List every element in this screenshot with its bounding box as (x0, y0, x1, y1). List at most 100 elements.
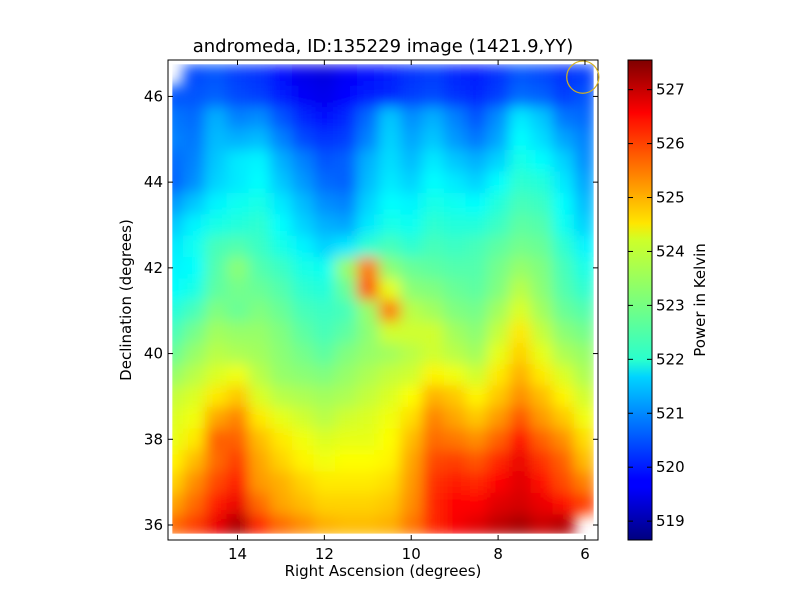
heatmap-cell (509, 64, 532, 87)
heatmap-cell (172, 342, 184, 365)
heatmap-cell (530, 514, 553, 534)
heatmap-cell (487, 257, 510, 280)
heatmap-cell (313, 385, 336, 408)
heatmap-cell (552, 107, 575, 130)
heatmap-cell (378, 85, 401, 108)
heatmap-cell (248, 64, 271, 87)
heatmap-cell (552, 235, 575, 258)
heatmap-cell (335, 514, 358, 534)
heatmap-cell (172, 492, 184, 515)
heatmap-cell (530, 278, 553, 301)
heatmap-cell (183, 235, 206, 258)
heatmap-cell (443, 128, 467, 151)
heatmap-cell (400, 492, 423, 515)
heatmap-cell (356, 385, 380, 408)
heatmap-cell (378, 364, 401, 387)
heatmap-cell (574, 471, 594, 494)
heatmap-cell (422, 407, 445, 430)
heatmap-cell (465, 428, 488, 451)
heatmap-cell (313, 85, 336, 108)
heatmap-cell (248, 214, 271, 237)
heatmap-cell (183, 342, 206, 365)
heatmap-cell (465, 385, 488, 408)
heatmap-cell (465, 214, 488, 237)
heatmap-cell (465, 278, 488, 301)
heatmap-cell (422, 300, 445, 322)
heatmap-cell (509, 107, 532, 130)
heatmap-cell (356, 300, 380, 322)
y-tick-label: 42 (144, 259, 163, 277)
heatmap-cell (183, 514, 206, 534)
heatmap-cell (248, 471, 271, 494)
heatmap-cell (465, 150, 488, 172)
heatmap-cell (313, 192, 336, 215)
heatmap-cell (335, 450, 358, 472)
heatmap-cell (204, 428, 228, 451)
heatmap-cell (335, 107, 358, 130)
heatmap-cell (204, 192, 228, 215)
heatmap-cell (270, 171, 293, 194)
heatmap-cell (226, 235, 249, 258)
heatmap-cell (335, 171, 358, 194)
heatmap-cell (313, 514, 336, 534)
heatmap-cell (335, 364, 358, 387)
heatmap-cell (509, 428, 532, 451)
heatmap-cell (400, 192, 423, 215)
x-tick-label: 10 (402, 545, 421, 563)
heatmap-cell (487, 150, 510, 172)
heatmap-cell (183, 450, 206, 472)
heatmap-cell (226, 278, 249, 301)
heatmap-cell (530, 64, 553, 87)
heatmap-cell (270, 278, 293, 301)
heatmap-cell (335, 278, 358, 301)
heatmap-cell (183, 107, 206, 130)
heatmap-cell (422, 278, 445, 301)
heatmap-cell (443, 235, 467, 258)
heatmap-cell (172, 171, 184, 194)
heatmap-cell (400, 471, 423, 494)
x-tick-label: 14 (228, 545, 247, 563)
heatmap-cell (400, 342, 423, 365)
heatmap-cell (270, 235, 293, 258)
heatmap-cell (291, 428, 315, 451)
heatmap-cell (204, 514, 228, 534)
heatmap-cell (378, 150, 401, 172)
heatmap-cell (226, 407, 249, 430)
heatmap-cell (291, 128, 315, 151)
heatmap-cell (465, 257, 488, 280)
heatmap-cell (291, 407, 315, 430)
chart-title: andromeda, ID:135229 image (1421.9,YY) (193, 36, 574, 57)
heatmap-cell (422, 428, 445, 451)
heatmap-cell (465, 300, 488, 322)
heatmap-cell (400, 300, 423, 322)
heatmap-cell (574, 364, 594, 387)
heatmap-cell (226, 385, 249, 408)
heatmap-cell (487, 364, 510, 387)
heatmap-cell (248, 257, 271, 280)
beam-marker (566, 60, 600, 94)
heatmap-cell (422, 107, 445, 130)
heatmap-cell (356, 342, 380, 365)
heatmap-cell (270, 321, 293, 344)
heatmap-cell (378, 235, 401, 258)
heatmap-cell (574, 214, 594, 237)
heatmap-cell (248, 492, 271, 515)
heatmap-cell (465, 235, 488, 258)
heatmap-cell (443, 150, 467, 172)
heatmap-cell (183, 128, 206, 151)
heatmap-cell (356, 64, 380, 87)
heatmap-cell (465, 364, 488, 387)
heatmap-cell (248, 450, 271, 472)
heatmap-cell (183, 492, 206, 515)
heatmap-cell (335, 471, 358, 494)
heatmap-cell (574, 128, 594, 151)
heatmap-cell (574, 171, 594, 194)
x-tick-label: 6 (580, 545, 590, 563)
heatmap-cell (291, 257, 315, 280)
heatmap-cell (509, 300, 532, 322)
heatmap-cell (291, 278, 315, 301)
colorbar-tick-label: 523 (656, 296, 685, 314)
heatmap-cell (487, 514, 510, 534)
heatmap-cell (509, 514, 532, 534)
heatmap-cell (443, 492, 467, 515)
